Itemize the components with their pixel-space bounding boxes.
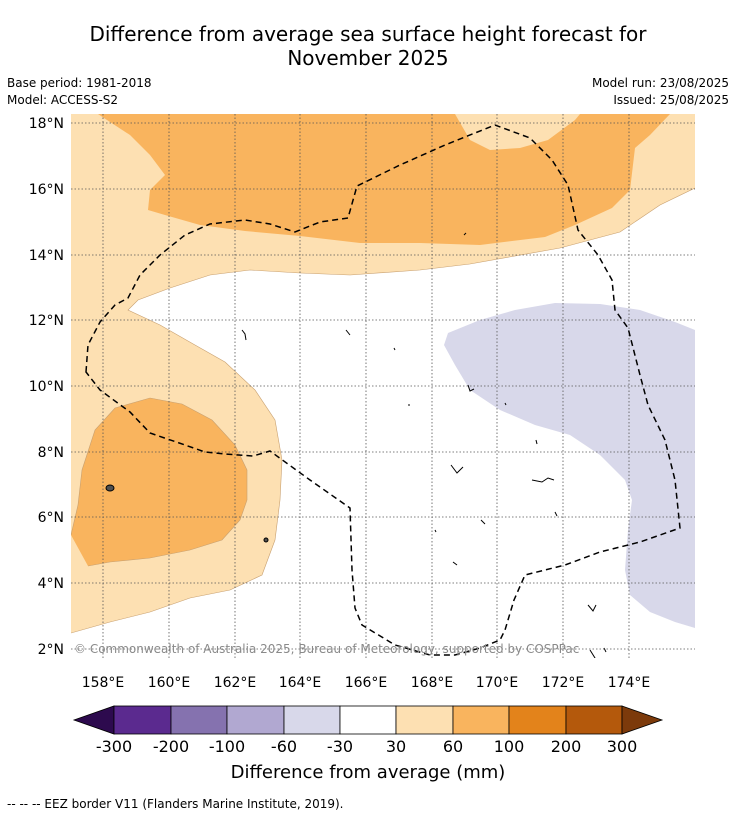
contour-lines: [71, 187, 695, 634]
meta-left: Base period: 1981-2018 Model: ACCESS-S2: [7, 75, 152, 109]
field-60-100-north: [98, 114, 670, 245]
island: [535, 439, 538, 445]
colorbar-tick: -30: [327, 737, 353, 756]
island: [393, 347, 396, 351]
lon-label: 174°E: [608, 675, 651, 691]
island-blob: [105, 484, 115, 492]
lat-label: 12°N: [29, 313, 64, 329]
title-line-2: November 2025: [287, 46, 449, 70]
meta-right: Model run: 23/08/2025 Issued: 25/08/2025: [592, 75, 729, 109]
island: [463, 232, 467, 236]
sea-level-map: © Commonwealth of Australia 2025, Bureau…: [29, 114, 695, 783]
colorbar-cell: [395, 705, 454, 735]
colorbar: [72, 705, 664, 735]
colorbar-cell: [113, 705, 172, 735]
colorbar-cell: [283, 705, 341, 735]
island: [504, 402, 507, 406]
lat-label: 2°N: [38, 642, 64, 658]
eez-border: [85, 124, 681, 656]
colorbar-cell: [452, 705, 510, 735]
lon-label: 172°E: [542, 675, 585, 691]
island: [434, 529, 437, 533]
island: [587, 604, 597, 612]
contour-fields: [71, 114, 695, 633]
colorbar-ticks: -300 -200 -100 -60 -30 30 60 100 200 300: [96, 737, 637, 756]
lon-label: 158°E: [82, 675, 125, 691]
lon-label: 170°E: [476, 675, 519, 691]
title-line-1: Difference from average sea surface heig…: [89, 22, 647, 46]
colorbar-cell: [170, 705, 228, 735]
field-minus60-minus30: [444, 303, 695, 628]
field-60-100-west: [71, 398, 247, 566]
island: [589, 649, 596, 658]
colorbar-cell: [339, 705, 397, 735]
lon-label: 166°E: [345, 675, 388, 691]
island: [531, 477, 555, 483]
lon-label: 164°E: [279, 675, 322, 691]
colorbar-cell: [226, 705, 285, 735]
model-run: Model run: 23/08/2025: [591, 76, 729, 90]
island: [345, 329, 351, 336]
islands: [241, 232, 607, 658]
island: [450, 464, 464, 474]
lat-label: 14°N: [29, 248, 64, 264]
contour-line: [71, 397, 248, 567]
issued-date: Issued: 25/08/2025: [613, 93, 729, 107]
credit-text: © Commonwealth of Australia 2025, Bureau…: [74, 642, 579, 656]
lat-label: 10°N: [29, 379, 64, 395]
island: [241, 329, 247, 341]
island-blob: [263, 537, 269, 543]
lat-label: 4°N: [38, 576, 64, 592]
island: [480, 519, 486, 525]
eez-legend: -- -- -- EEZ border V11 (Flanders Marine…: [7, 797, 344, 811]
lat-label: 8°N: [38, 445, 64, 461]
colorbar-tick: 60: [443, 737, 463, 756]
lon-labels: 158°E 160°E 162°E 164°E 166°E 168°E 170°…: [82, 675, 651, 691]
island: [452, 561, 458, 566]
lat-label: 6°N: [38, 510, 64, 526]
lon-label: 160°E: [148, 675, 191, 691]
colorbar-tick: 200: [551, 737, 582, 756]
colorbar-cell: [72, 705, 115, 735]
colorbar-title: Difference from average (mm): [231, 762, 506, 783]
colorbar-tick: 30: [386, 737, 406, 756]
colorbar-cell: [621, 705, 664, 735]
base-period: Base period: 1981-2018: [7, 76, 152, 90]
colorbar-tick: -300: [96, 737, 132, 756]
lat-labels: 18°N 16°N 14°N 12°N 10°N 8°N 6°N 4°N 2°N: [29, 116, 64, 658]
colorbar-tick: 300: [607, 737, 638, 756]
colorbar-tick: -60: [271, 737, 297, 756]
lat-label: 18°N: [29, 116, 64, 132]
lon-label: 168°E: [411, 675, 454, 691]
colorbar-tick: 100: [494, 737, 525, 756]
colorbar-tick: -200: [153, 737, 189, 756]
island: [554, 511, 558, 517]
gridlines: [71, 114, 695, 658]
colorbar-cell: [508, 705, 567, 735]
colorbar-tick: -100: [209, 737, 245, 756]
colorbar-cell: [565, 705, 623, 735]
chart-title: Difference from average sea surface heig…: [0, 22, 736, 70]
contour-line: [71, 187, 695, 634]
model-name: Model: ACCESS-S2: [7, 93, 119, 107]
island: [467, 384, 475, 392]
lat-label: 16°N: [29, 182, 64, 198]
lon-label: 162°E: [214, 675, 257, 691]
